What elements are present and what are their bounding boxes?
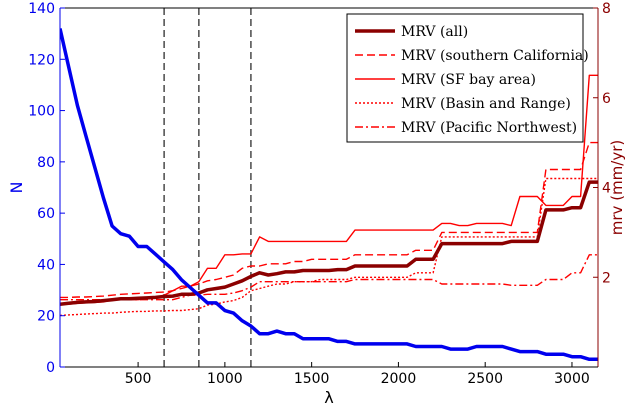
- legend-box: [346, 13, 584, 143]
- left-tick-label: 60: [37, 206, 55, 222]
- series-line-n: [60, 28, 598, 362]
- legend: MRV (all) MRV (southern California) MRV (S…: [346, 13, 589, 143]
- right-tick-label: 8: [602, 1, 611, 17]
- legend-entry-label: MRV (Basin and Range): [401, 96, 571, 112]
- legend-entry-label: MRV (Pacific Northwest): [401, 120, 577, 136]
- right-tick-label: 6: [602, 91, 611, 107]
- legend-entry-label: MRV (southern California): [401, 48, 589, 64]
- bottom-axis-label: λ: [324, 388, 333, 407]
- left-tick-label: 140: [28, 1, 55, 17]
- legend-entry-label: MRV (SF bay area): [401, 72, 536, 88]
- axes: 0 20 40 60 80 100 120 140 2 4 6 8 500 1000 1500 2000 250…: [7, 1, 626, 407]
- series-line-mrv-basin-and-range: [60, 177, 598, 317]
- left-tick-label: 20: [37, 309, 55, 325]
- left-tick-label: 100: [28, 104, 55, 120]
- bottom-tick-label: 3000: [554, 371, 590, 387]
- right-tick-label: 4: [602, 181, 611, 197]
- left-tick-label: 40: [37, 257, 55, 273]
- series-line-mrv-all: [60, 180, 598, 306]
- bottom-tick-label: 2000: [381, 371, 417, 387]
- bottom-tick-label: 2500: [467, 371, 503, 387]
- bottom-tick-label: 1500: [294, 371, 330, 387]
- bottom-tick-label: 1000: [207, 371, 243, 387]
- plot-area: [60, 8, 598, 367]
- series-line-mrv-southern-california: [60, 141, 598, 299]
- series-line-mrv-pacific-northwest: [60, 254, 598, 301]
- legend-entry-label: MRV (all): [401, 24, 468, 40]
- left-tick-label: 120: [28, 52, 55, 68]
- left-tick-label: 80: [37, 155, 55, 171]
- left-axis-label: N: [7, 182, 26, 194]
- right-tick-label: 2: [602, 270, 611, 286]
- right-axis-label: mrv (mm/yr): [608, 140, 626, 235]
- bottom-tick-label: 500: [125, 371, 152, 387]
- left-tick-label: 0: [46, 360, 55, 376]
